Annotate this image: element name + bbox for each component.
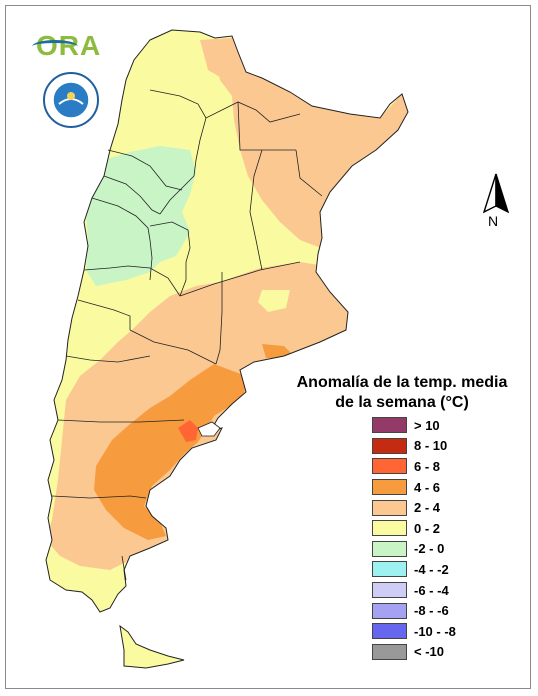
legend-title-line2: de la semana (°C) bbox=[335, 394, 469, 411]
legend-label: -4 - -2 bbox=[414, 561, 449, 577]
legend-label: 6 - 8 bbox=[414, 458, 441, 474]
legend-label: -2 - 0 bbox=[414, 541, 445, 557]
legend-swatch bbox=[372, 561, 407, 578]
anomaly-zone-6-8 bbox=[178, 420, 198, 442]
legend-item: -10 - -8 bbox=[372, 621, 512, 642]
legend-item: -8 - -6 bbox=[372, 600, 512, 621]
legend-item: -6 - -4 bbox=[372, 580, 512, 601]
legend-item: < -10 bbox=[372, 642, 512, 663]
legend-item: 2 - 4 bbox=[372, 497, 512, 518]
legend-label: -10 - -8 bbox=[414, 623, 456, 639]
ora-logo: ORA bbox=[32, 30, 101, 62]
legend-label: > 10 bbox=[414, 417, 440, 433]
anomaly-zone-2-4-top bbox=[200, 38, 238, 80]
legend-label: -6 - -4 bbox=[414, 582, 449, 598]
legend-label: 0 - 2 bbox=[414, 520, 441, 536]
legend-swatch bbox=[372, 623, 407, 640]
legend-swatch bbox=[372, 582, 407, 599]
tierra-del-fuego bbox=[119, 624, 185, 669]
legend-item: -4 - -2 bbox=[372, 559, 512, 580]
anomaly-zone-0-2-patch bbox=[258, 290, 290, 312]
anomaly-zone-4-6-coast bbox=[262, 344, 292, 358]
legend-swatch bbox=[372, 499, 407, 516]
legend-item: 0 - 2 bbox=[372, 518, 512, 539]
north-arrow-icon bbox=[482, 173, 510, 214]
legend-swatch bbox=[372, 458, 407, 475]
peninsula-valdes bbox=[197, 421, 221, 437]
anomaly-zone-2-4-northeast bbox=[216, 36, 408, 250]
argentina-outline bbox=[45, 29, 409, 613]
legend-swatch bbox=[372, 479, 407, 496]
legend-item: 6 - 8 bbox=[372, 456, 512, 477]
legend: > 10 8 - 10 6 - 8 4 - 6 2 - 4 0 - 2 -2 - 0 -4 -… bbox=[372, 415, 512, 662]
legend-label: < -10 bbox=[414, 644, 444, 660]
legend-swatch bbox=[372, 437, 407, 454]
anomaly-zone-minus2-0 bbox=[86, 146, 196, 286]
legend-title-line1: Anomalía de la temp. media bbox=[296, 374, 508, 391]
legend-title: Anomalía de la temp. media de la semana … bbox=[282, 373, 522, 413]
legend-swatch bbox=[372, 602, 407, 619]
legend-label: 4 - 6 bbox=[414, 479, 441, 495]
legend-item: 4 - 6 bbox=[372, 477, 512, 498]
province-borders bbox=[51, 89, 323, 581]
legend-swatch bbox=[372, 417, 407, 434]
weather-service-seal-icon bbox=[43, 72, 99, 128]
legend-item: -2 - 0 bbox=[372, 539, 512, 560]
legend-item: > 10 bbox=[372, 415, 512, 436]
legend-label: 8 - 10 bbox=[414, 438, 448, 454]
legend-label: -8 - -6 bbox=[414, 603, 449, 619]
legend-swatch bbox=[372, 643, 407, 660]
legend-swatch bbox=[372, 540, 407, 557]
north-label: N bbox=[488, 213, 499, 229]
legend-swatch bbox=[372, 520, 407, 537]
logo-swoosh-icon bbox=[32, 40, 78, 53]
legend-item: 8 - 10 bbox=[372, 436, 512, 457]
legend-label: 2 - 4 bbox=[414, 500, 441, 516]
